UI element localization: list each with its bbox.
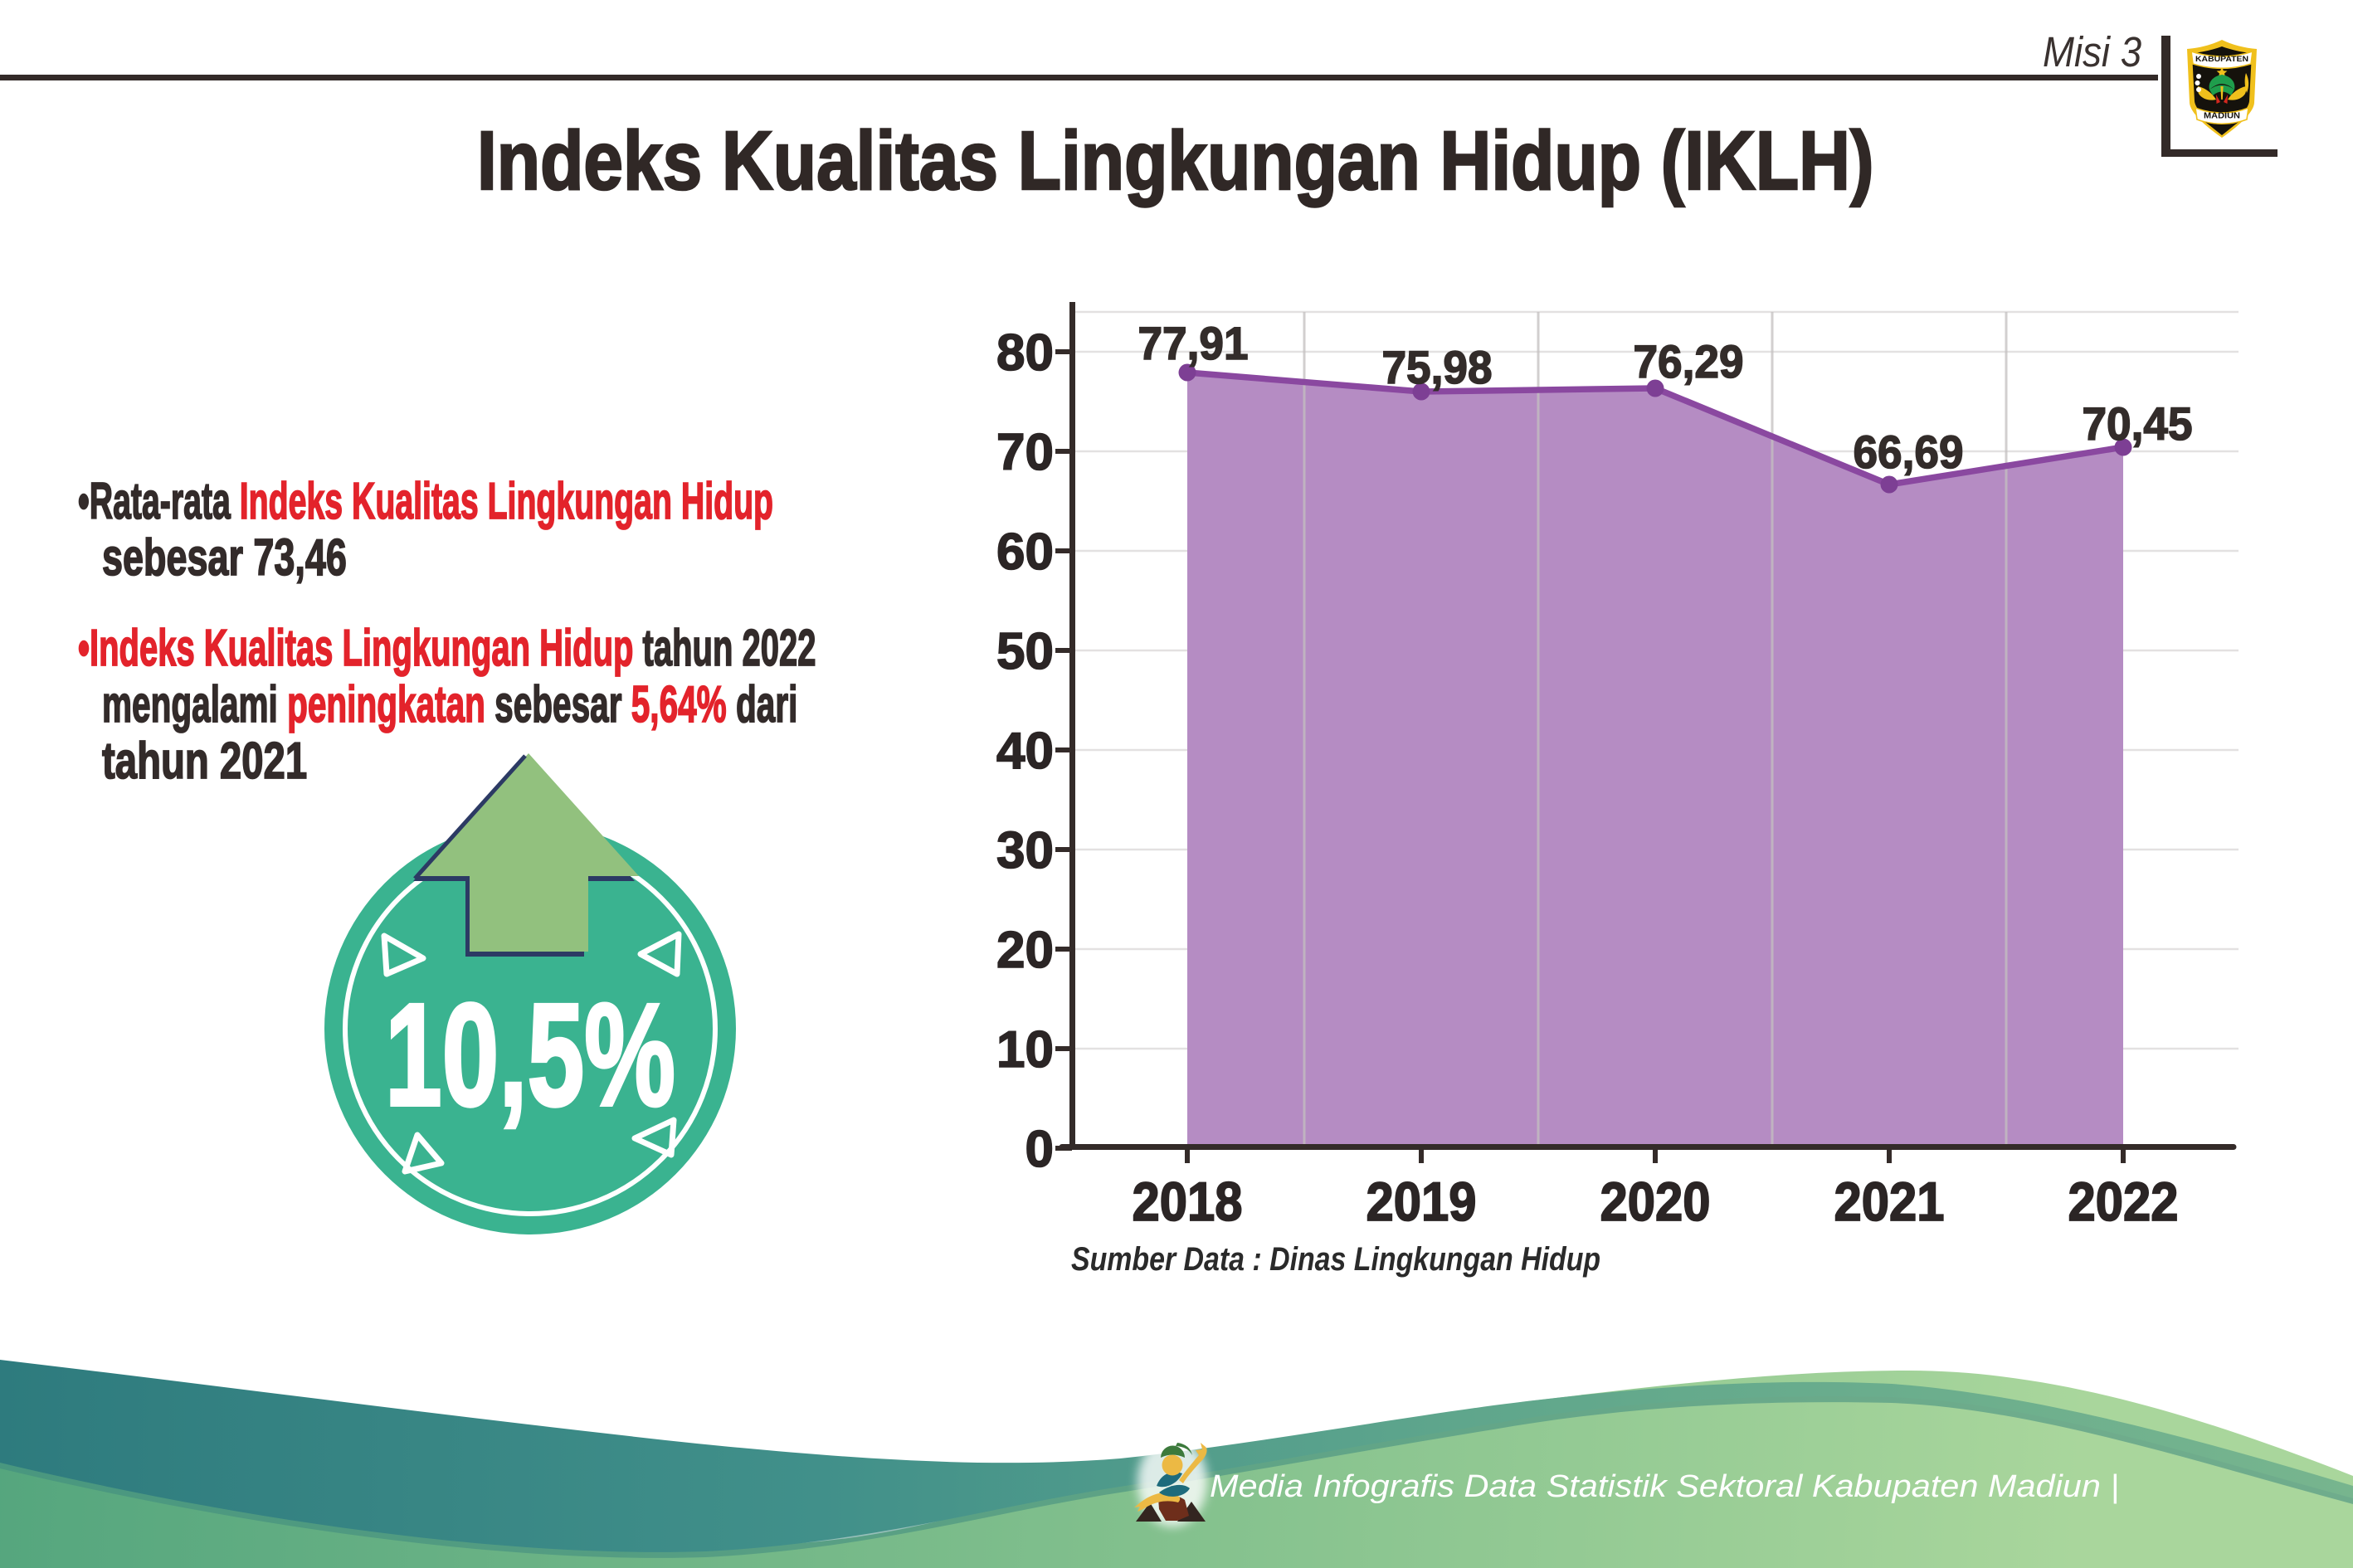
svg-text:75,98: 75,98 xyxy=(1382,341,1493,393)
svg-text:70: 70 xyxy=(996,424,1054,481)
svg-text:20: 20 xyxy=(996,922,1054,979)
svg-text:66,69: 66,69 xyxy=(1854,426,1964,478)
svg-text:30: 30 xyxy=(996,822,1054,879)
svg-text:2018: 2018 xyxy=(1133,1171,1243,1232)
svg-text:50: 50 xyxy=(996,623,1054,680)
svg-text:KABUPATEN: KABUPATEN xyxy=(2195,55,2248,64)
svg-text:10,5%: 10,5% xyxy=(385,974,675,1137)
svg-text:10: 10 xyxy=(996,1021,1054,1079)
svg-text:MADIUN: MADIUN xyxy=(2204,112,2240,121)
svg-text:2019: 2019 xyxy=(1366,1171,1477,1232)
svg-text:40: 40 xyxy=(996,723,1054,780)
svg-text:2021: 2021 xyxy=(1834,1171,1945,1232)
svg-text:80: 80 xyxy=(996,324,1054,382)
svg-text:0: 0 xyxy=(1025,1121,1054,1178)
svg-text:76,29: 76,29 xyxy=(1634,335,1744,387)
svg-text:70,45: 70,45 xyxy=(2083,397,2193,450)
svg-text:2020: 2020 xyxy=(1600,1171,1711,1232)
svg-text:60: 60 xyxy=(996,523,1054,581)
svg-text:77,91: 77,91 xyxy=(1138,317,1249,369)
svg-text:2022: 2022 xyxy=(2068,1171,2179,1232)
